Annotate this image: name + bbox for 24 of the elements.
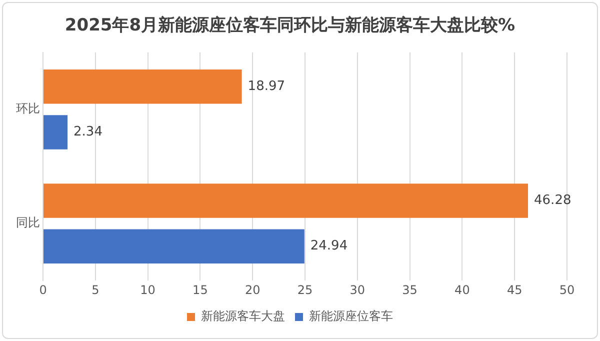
y-tick-label: 同比 bbox=[16, 216, 40, 230]
data-label: 46.28 bbox=[534, 193, 572, 208]
x-tick-label: 25 bbox=[297, 282, 313, 297]
data-label: 2.34 bbox=[74, 124, 102, 140]
bar bbox=[44, 184, 528, 218]
bar bbox=[44, 70, 242, 104]
x-tick-label: 15 bbox=[192, 282, 208, 297]
x-tick-label: 5 bbox=[92, 282, 100, 297]
x-tick-label: 20 bbox=[244, 282, 260, 297]
x-tick-label: 50 bbox=[559, 282, 575, 297]
x-tick-label: 30 bbox=[350, 282, 366, 297]
y-tick-label: 环比 bbox=[16, 102, 40, 116]
data-label: 24.94 bbox=[310, 238, 348, 254]
legend-label: 新能源座位客车 bbox=[309, 309, 393, 324]
x-tick-label: 0 bbox=[39, 282, 47, 297]
x-tick-label: 45 bbox=[506, 282, 522, 297]
x-tick-label: 35 bbox=[402, 282, 418, 297]
bar bbox=[44, 115, 68, 150]
bar bbox=[44, 229, 304, 264]
data-label: 18.97 bbox=[248, 79, 286, 94]
x-tick-label: 40 bbox=[454, 282, 470, 297]
legend-label: 新能源客车大盘 bbox=[201, 309, 285, 324]
chart-title: 2025年8月新能源座位客车同环比与新能源客车大盘比较% bbox=[64, 16, 516, 36]
x-tick-label: 10 bbox=[140, 282, 156, 297]
